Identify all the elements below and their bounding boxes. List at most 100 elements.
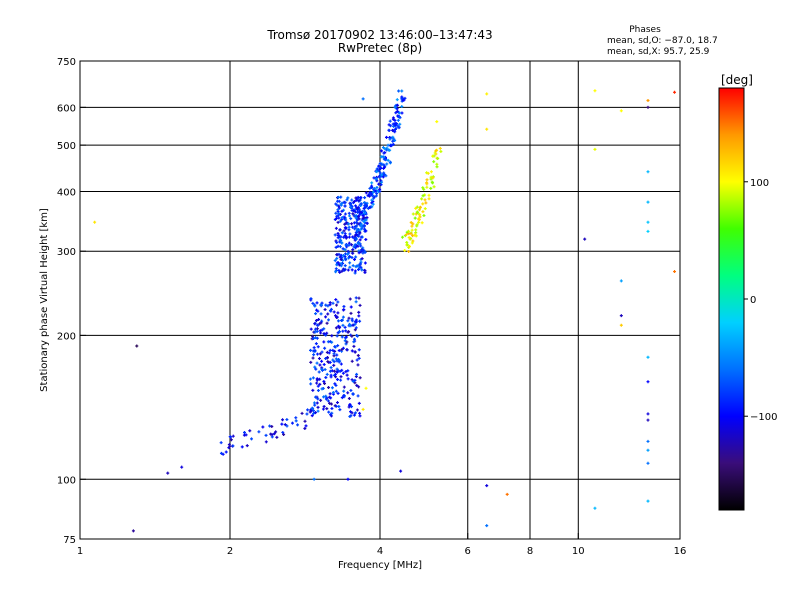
echo-point: [409, 232, 413, 236]
echo-point: [345, 340, 349, 344]
echo-point: [425, 182, 429, 186]
echo-point: [330, 340, 334, 344]
echo-point: [303, 426, 307, 430]
echo-point: [327, 410, 331, 414]
y-axis-label: Stationary phase Virtual Height [km]: [39, 208, 50, 392]
echo-point: [434, 149, 438, 153]
echo-point: [350, 359, 354, 363]
echo-point: [337, 204, 341, 208]
echo-point: [423, 207, 427, 211]
colorbar-tick-label: 0: [750, 295, 756, 306]
echo-point: [384, 174, 388, 178]
echo-point: [336, 236, 340, 240]
echo-point: [311, 376, 315, 380]
echo-point: [340, 269, 344, 273]
echo-point: [351, 248, 355, 252]
echo-point: [332, 310, 336, 314]
echo-point: [400, 105, 404, 109]
echo-point: [359, 222, 363, 226]
echo-point: [432, 160, 436, 164]
echo-point: [336, 210, 340, 214]
echo-point: [350, 243, 354, 247]
echo-point: [349, 324, 353, 328]
echo-point: [350, 256, 354, 260]
echo-point: [340, 348, 344, 352]
echo-point: [245, 444, 249, 448]
echo-point: [311, 356, 315, 360]
echo-point: [329, 413, 333, 417]
echo-point: [350, 378, 354, 382]
echo-point: [360, 227, 364, 231]
echo-point: [341, 323, 345, 327]
echo-point: [334, 314, 338, 318]
echo-point: [646, 499, 650, 503]
echo-point: [335, 359, 339, 363]
echo-point: [391, 135, 395, 139]
echo-point: [407, 249, 411, 253]
echo-point: [593, 147, 597, 151]
echo-point: [336, 300, 340, 304]
echo-point: [436, 156, 440, 160]
echo-point: [314, 336, 318, 340]
echo-point: [318, 363, 322, 367]
echo-point: [357, 217, 361, 221]
echo-point: [317, 357, 321, 361]
echo-point: [339, 378, 343, 382]
echo-point: [311, 388, 315, 392]
echo-point: [397, 89, 401, 93]
echo-point: [339, 202, 343, 206]
echo-point: [393, 105, 397, 109]
echo-point: [322, 405, 326, 409]
echo-point: [354, 204, 358, 208]
echo-point: [240, 445, 244, 449]
echo-point: [313, 365, 317, 369]
echo-point: [381, 155, 385, 159]
echo-point: [334, 298, 338, 302]
echo-point: [393, 127, 397, 131]
echo-point: [353, 269, 357, 273]
echo-point: [308, 377, 312, 381]
echo-point: [312, 346, 316, 350]
echo-point: [347, 316, 351, 320]
echo-point: [410, 241, 414, 245]
echo-point: [334, 404, 338, 408]
echo-point: [407, 244, 411, 248]
echo-point: [393, 130, 397, 134]
echo-point: [382, 166, 386, 170]
echo-point: [385, 148, 389, 152]
echo-point: [372, 176, 376, 180]
echo-point: [343, 232, 347, 236]
echo-point: [332, 369, 336, 373]
echo-point: [337, 360, 341, 364]
echo-point: [369, 192, 373, 196]
echo-point: [347, 222, 351, 226]
echo-point: [416, 211, 420, 215]
echo-point: [414, 228, 418, 232]
echo-point: [418, 205, 422, 209]
echo-point: [337, 404, 341, 408]
echo-point: [423, 198, 427, 202]
echo-point: [368, 186, 372, 190]
echo-point: [327, 351, 331, 355]
x-tick-label: 4: [377, 546, 383, 557]
echo-point: [357, 296, 361, 300]
echo-point: [319, 303, 323, 307]
echo-point: [329, 375, 333, 379]
echo-point: [330, 386, 334, 390]
echo-point: [347, 405, 351, 409]
echo-point: [421, 210, 425, 214]
echo-point: [425, 171, 429, 175]
echo-point: [354, 216, 358, 220]
echo-point: [356, 222, 360, 226]
echo-point: [338, 408, 342, 412]
echo-point: [344, 258, 348, 262]
echo-point: [351, 379, 355, 383]
echo-point: [429, 170, 433, 174]
echo-point: [341, 315, 345, 319]
echo-point: [358, 376, 362, 380]
echo-point: [359, 235, 363, 239]
echo-point: [430, 180, 434, 184]
echo-point: [351, 392, 355, 396]
echo-point: [310, 406, 314, 410]
echo-point: [354, 246, 358, 250]
